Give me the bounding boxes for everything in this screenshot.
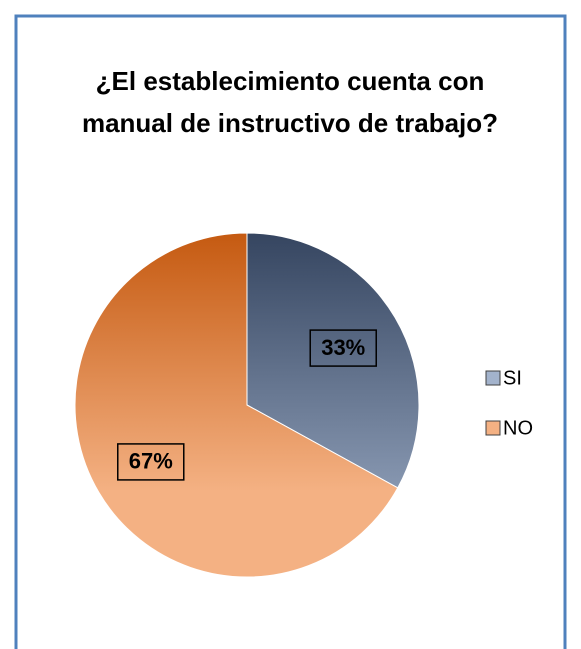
legend-swatch — [485, 370, 501, 386]
data-label: 67% — [129, 449, 173, 474]
pie-slice — [74, 232, 399, 578]
pie-slice — [246, 232, 420, 489]
chart-title: ¿El establecimiento cuenta con manual de… — [81, 66, 499, 138]
data-label: 33% — [321, 335, 365, 360]
legend-label: SI — [503, 367, 522, 389]
data-label-box — [117, 443, 185, 481]
frame — [14, 14, 567, 649]
legend-swatch — [485, 420, 501, 436]
legend-label: NO — [503, 417, 533, 439]
data-label-box — [309, 329, 377, 367]
